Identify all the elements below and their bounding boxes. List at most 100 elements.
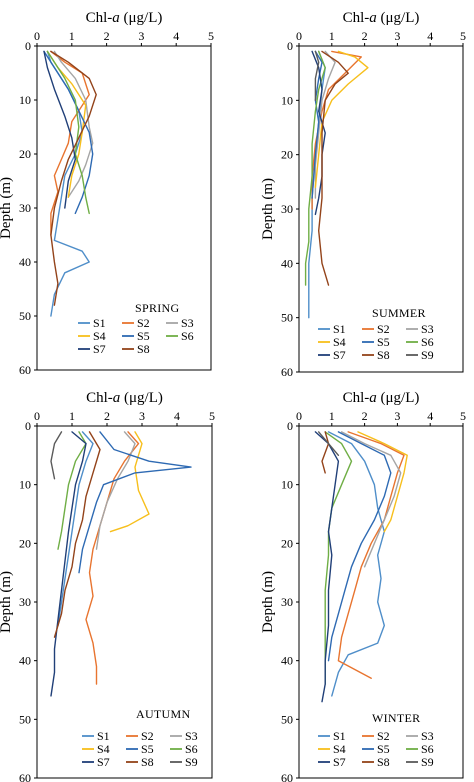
x-tick-label: 4 <box>173 29 179 43</box>
series-line-s2 <box>85 431 140 685</box>
series-line-s9 <box>50 431 63 480</box>
plot-frame <box>36 425 213 779</box>
series-line-s4 <box>314 50 369 189</box>
y-tick-label: 0 <box>25 419 31 433</box>
legend-label-s2: S2 <box>141 729 154 743</box>
x-tick-label: 4 <box>427 29 433 43</box>
series-group <box>314 431 408 703</box>
x-tick-label: 3 <box>394 29 400 43</box>
legend-label-s6: S6 <box>185 742 198 756</box>
legend-label-s4: S4 <box>333 742 346 756</box>
legend-label-s9: S9 <box>421 755 434 769</box>
legend-label-s5: S5 <box>141 742 154 756</box>
x-tick-label: 1 <box>329 29 335 43</box>
y-tick-label: 60 <box>19 771 31 782</box>
x-tick-label: 2 <box>104 409 110 423</box>
legend-label-s5: S5 <box>377 335 390 349</box>
y-tick-label: 50 <box>281 712 293 726</box>
series-line-s8 <box>318 50 349 286</box>
y-tick-label: 10 <box>19 478 31 492</box>
legend-label-s4: S4 <box>97 742 110 756</box>
series-line-s2 <box>337 431 405 679</box>
x-tick-label: 5 <box>208 29 214 43</box>
legend-label-s7: S7 <box>97 755 110 769</box>
series-line-s3 <box>314 50 336 199</box>
x-tick-label: 5 <box>209 409 215 423</box>
series-line-s5 <box>327 431 392 662</box>
x-tick-label: 5 <box>460 409 466 423</box>
y-tick-label: 60 <box>281 365 293 379</box>
season-label: AUTUMN <box>136 707 190 721</box>
y-tick-label: 10 <box>281 478 293 492</box>
x-tick-label: 2 <box>362 29 368 43</box>
series-line-s8 <box>53 431 101 638</box>
y-tick-label: 40 <box>19 654 31 668</box>
legend-label-s9: S9 <box>185 755 198 769</box>
y-tick-label: 30 <box>281 202 293 216</box>
y-tick-label: 40 <box>281 256 293 270</box>
series-line-s5 <box>78 431 192 574</box>
legend-label-s6: S6 <box>421 742 434 756</box>
y-tick-label: 30 <box>281 595 293 609</box>
legend-label-s1: S1 <box>93 316 106 330</box>
legend-label-s7: S7 <box>333 348 346 362</box>
legend-label-s5: S5 <box>377 742 390 756</box>
legend-label-s1: S1 <box>97 729 110 743</box>
x-tick-label: 0 <box>296 409 302 423</box>
series-line-s7 <box>43 50 77 209</box>
y-axis-title: Depth (m) <box>260 571 276 633</box>
x-axis-title: Chl-a (μg/L) <box>343 390 420 406</box>
y-tick-label: 40 <box>19 255 31 269</box>
legend-label-s2: S2 <box>137 316 150 330</box>
plot-frame <box>36 45 212 371</box>
y-tick-label: 0 <box>287 419 293 433</box>
y-tick-label: 50 <box>19 712 31 726</box>
series-line-s3 <box>53 50 94 198</box>
series-group <box>43 50 97 317</box>
y-tick-label: 50 <box>19 309 31 323</box>
legend-label-s5: S5 <box>137 329 150 343</box>
y-tick-label: 30 <box>19 595 31 609</box>
x-axis-title: Chl-a (μg/L) <box>343 10 420 26</box>
x-tick-label: 2 <box>362 409 368 423</box>
x-tick-label: 3 <box>394 409 400 423</box>
series-line-s4 <box>357 431 408 533</box>
season-label: SUMMER <box>372 306 426 320</box>
series-line-s9 <box>318 431 340 456</box>
series-line-s2 <box>50 50 90 236</box>
legend-label-s2: S2 <box>377 322 390 336</box>
x-tick-label: 3 <box>139 409 145 423</box>
series-group <box>50 431 192 697</box>
x-tick-label: 0 <box>34 409 40 423</box>
x-tick-label: 1 <box>69 409 75 423</box>
y-axis-title: Depth (m) <box>0 177 14 239</box>
y-tick-label: 20 <box>19 147 31 161</box>
x-tick-label: 0 <box>34 29 40 43</box>
legend-label-s6: S6 <box>181 329 194 343</box>
x-tick-label: 2 <box>104 29 110 43</box>
legend-label-s3: S3 <box>185 729 198 743</box>
series-line-s7 <box>314 431 340 703</box>
x-tick-label: 4 <box>427 409 433 423</box>
series-group <box>304 50 369 319</box>
legend-label-s1: S1 <box>333 322 346 336</box>
y-tick-label: 60 <box>19 363 31 377</box>
y-tick-label: 30 <box>19 201 31 215</box>
x-axis-title: Chl-a (μg/L) <box>86 390 163 406</box>
legend-label-s3: S3 <box>181 316 194 330</box>
y-tick-label: 20 <box>281 536 293 550</box>
series-line-s1 <box>327 431 385 697</box>
series-line-s7 <box>50 431 87 697</box>
series-line-s9 <box>314 50 320 102</box>
series-line-s1 <box>57 431 94 627</box>
legend-label-s1: S1 <box>333 729 346 743</box>
x-tick-label: 4 <box>174 409 180 423</box>
legend-label-s2: S2 <box>377 729 390 743</box>
y-tick-label: 60 <box>281 771 293 782</box>
x-axis-title: Chl-a (μg/L) <box>86 10 163 26</box>
series-line-s4 <box>109 431 150 533</box>
